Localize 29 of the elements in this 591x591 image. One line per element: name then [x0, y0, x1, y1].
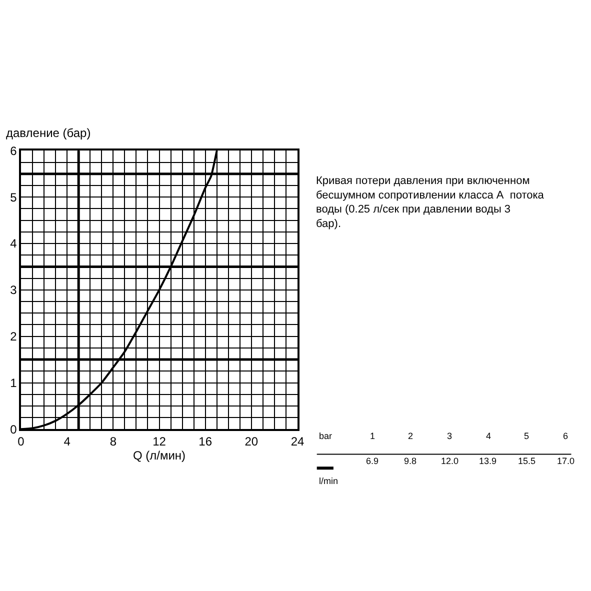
- text: bar: [319, 431, 332, 441]
- y-tick-label: 3: [10, 283, 18, 298]
- y-axis-title: давление (бар): [6, 126, 91, 140]
- y-tick-label: 1: [10, 376, 18, 390]
- x-tick-label: 16: [198, 434, 212, 448]
- text: Кривая потери давления при включенном бесшумном сопротивлении класса А потока воды (0.25 л/сек при давлении воды 3 бар).: [316, 175, 545, 230]
- y-tick-label: 6: [10, 144, 18, 158]
- x-tick-label: 12: [152, 434, 166, 448]
- x-axis-title: Q (л/мин): [132, 448, 186, 462]
- text: 13.9: [479, 456, 497, 466]
- x-tick-label: 20: [244, 434, 258, 448]
- x-tick-label: 24: [290, 434, 304, 448]
- text: 17.0: [557, 456, 575, 466]
- text: 2: [408, 431, 414, 441]
- text: 5: [524, 431, 530, 441]
- y-tick-label: 5: [10, 190, 18, 204]
- x-tick-label: 8: [110, 434, 117, 448]
- y-tick-label: 0: [10, 422, 18, 436]
- y-tick-label: 2: [10, 330, 18, 344]
- text: 3: [447, 431, 452, 441]
- text: 6: [563, 431, 568, 441]
- text: 9.8: [404, 456, 417, 466]
- text: 12.0: [441, 456, 459, 466]
- y-tick-label: 4: [10, 236, 18, 251]
- text: 1: [370, 431, 376, 441]
- text: l/min: [319, 476, 338, 486]
- text: 6.9: [366, 456, 379, 466]
- text: 15.5: [518, 456, 536, 466]
- x-tick-label: 4: [64, 434, 71, 448]
